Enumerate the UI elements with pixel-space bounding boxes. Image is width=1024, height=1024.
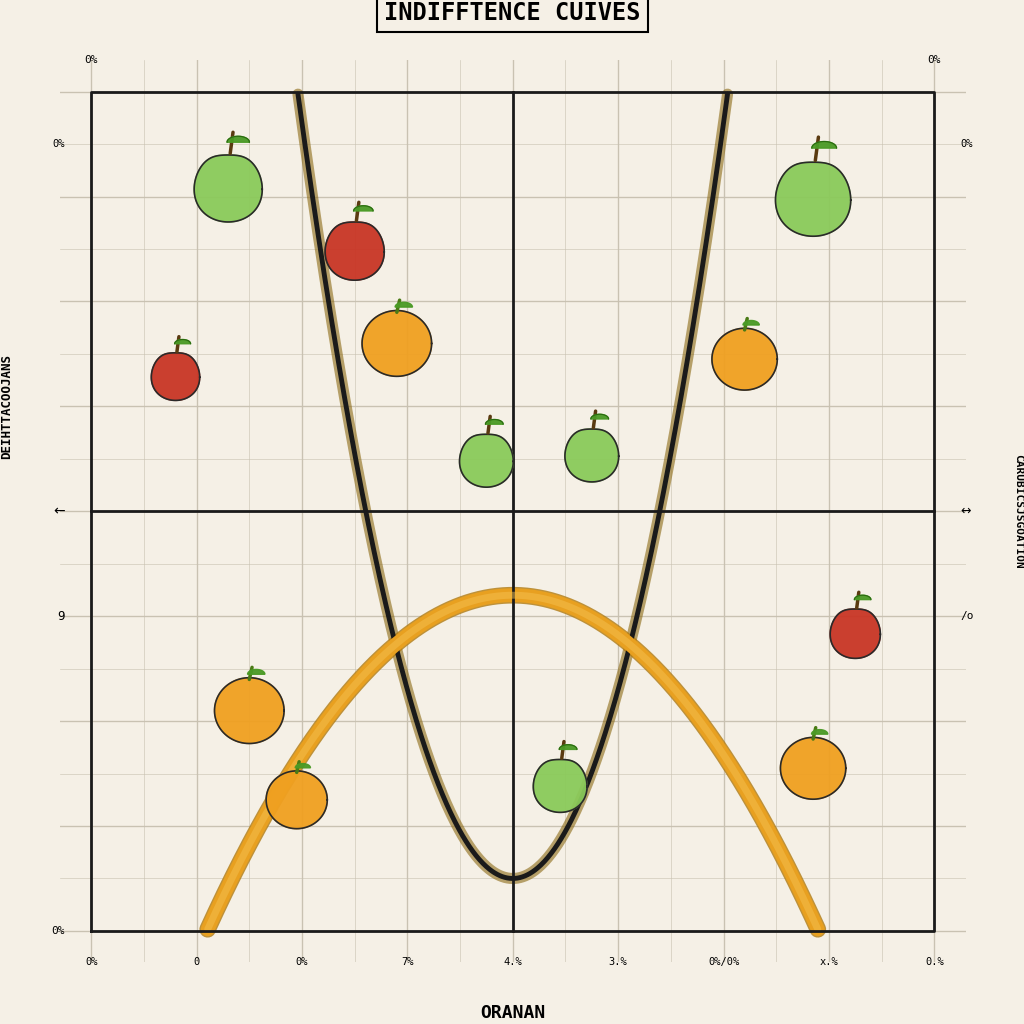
Text: 3.%: 3.% (608, 957, 628, 967)
Polygon shape (248, 670, 265, 674)
Polygon shape (460, 434, 513, 487)
Polygon shape (485, 420, 503, 424)
Polygon shape (565, 429, 618, 482)
Text: ↔: ↔ (961, 505, 971, 518)
Text: 0%: 0% (85, 957, 97, 967)
Text: ORANAN: ORANAN (480, 1005, 546, 1022)
Text: 0%: 0% (52, 139, 65, 150)
Text: 0.%: 0.% (925, 957, 944, 967)
Polygon shape (743, 321, 760, 325)
Polygon shape (214, 678, 284, 743)
Polygon shape (534, 760, 587, 812)
Text: 9: 9 (57, 609, 65, 623)
Text: 7%: 7% (401, 957, 414, 967)
Text: CARUBICSJSGOATION: CARUBICSJSGOATION (1014, 454, 1024, 568)
Polygon shape (175, 340, 190, 344)
Text: /o: /o (961, 611, 974, 622)
Polygon shape (775, 162, 851, 237)
Text: 4.%: 4.% (504, 957, 522, 967)
Text: 0%/0%: 0%/0% (708, 957, 739, 967)
Polygon shape (812, 141, 837, 148)
Polygon shape (362, 310, 431, 377)
Text: 0%: 0% (961, 139, 973, 150)
Polygon shape (559, 744, 577, 750)
Polygon shape (227, 136, 250, 142)
Text: INDIFFTENCE CUIVES: INDIFFTENCE CUIVES (384, 1, 641, 25)
Polygon shape (266, 771, 328, 828)
Text: 0%: 0% (51, 926, 65, 936)
Polygon shape (195, 155, 262, 222)
Polygon shape (712, 329, 777, 390)
Polygon shape (152, 353, 200, 400)
Text: 0%: 0% (84, 55, 98, 66)
Text: x.%: x.% (819, 957, 839, 967)
Text: ←: ← (53, 504, 65, 518)
Polygon shape (591, 415, 608, 419)
Text: 0: 0 (194, 957, 200, 967)
Text: DEIHTTACOOJANS: DEIHTTACOOJANS (0, 354, 13, 459)
Polygon shape (830, 609, 881, 658)
Polygon shape (811, 730, 827, 734)
Text: 0%: 0% (928, 55, 941, 66)
Polygon shape (395, 302, 413, 307)
Polygon shape (780, 737, 846, 799)
Text: 0%: 0% (296, 957, 308, 967)
Polygon shape (854, 595, 870, 600)
Polygon shape (353, 206, 373, 211)
Polygon shape (325, 222, 384, 281)
Polygon shape (295, 764, 310, 768)
